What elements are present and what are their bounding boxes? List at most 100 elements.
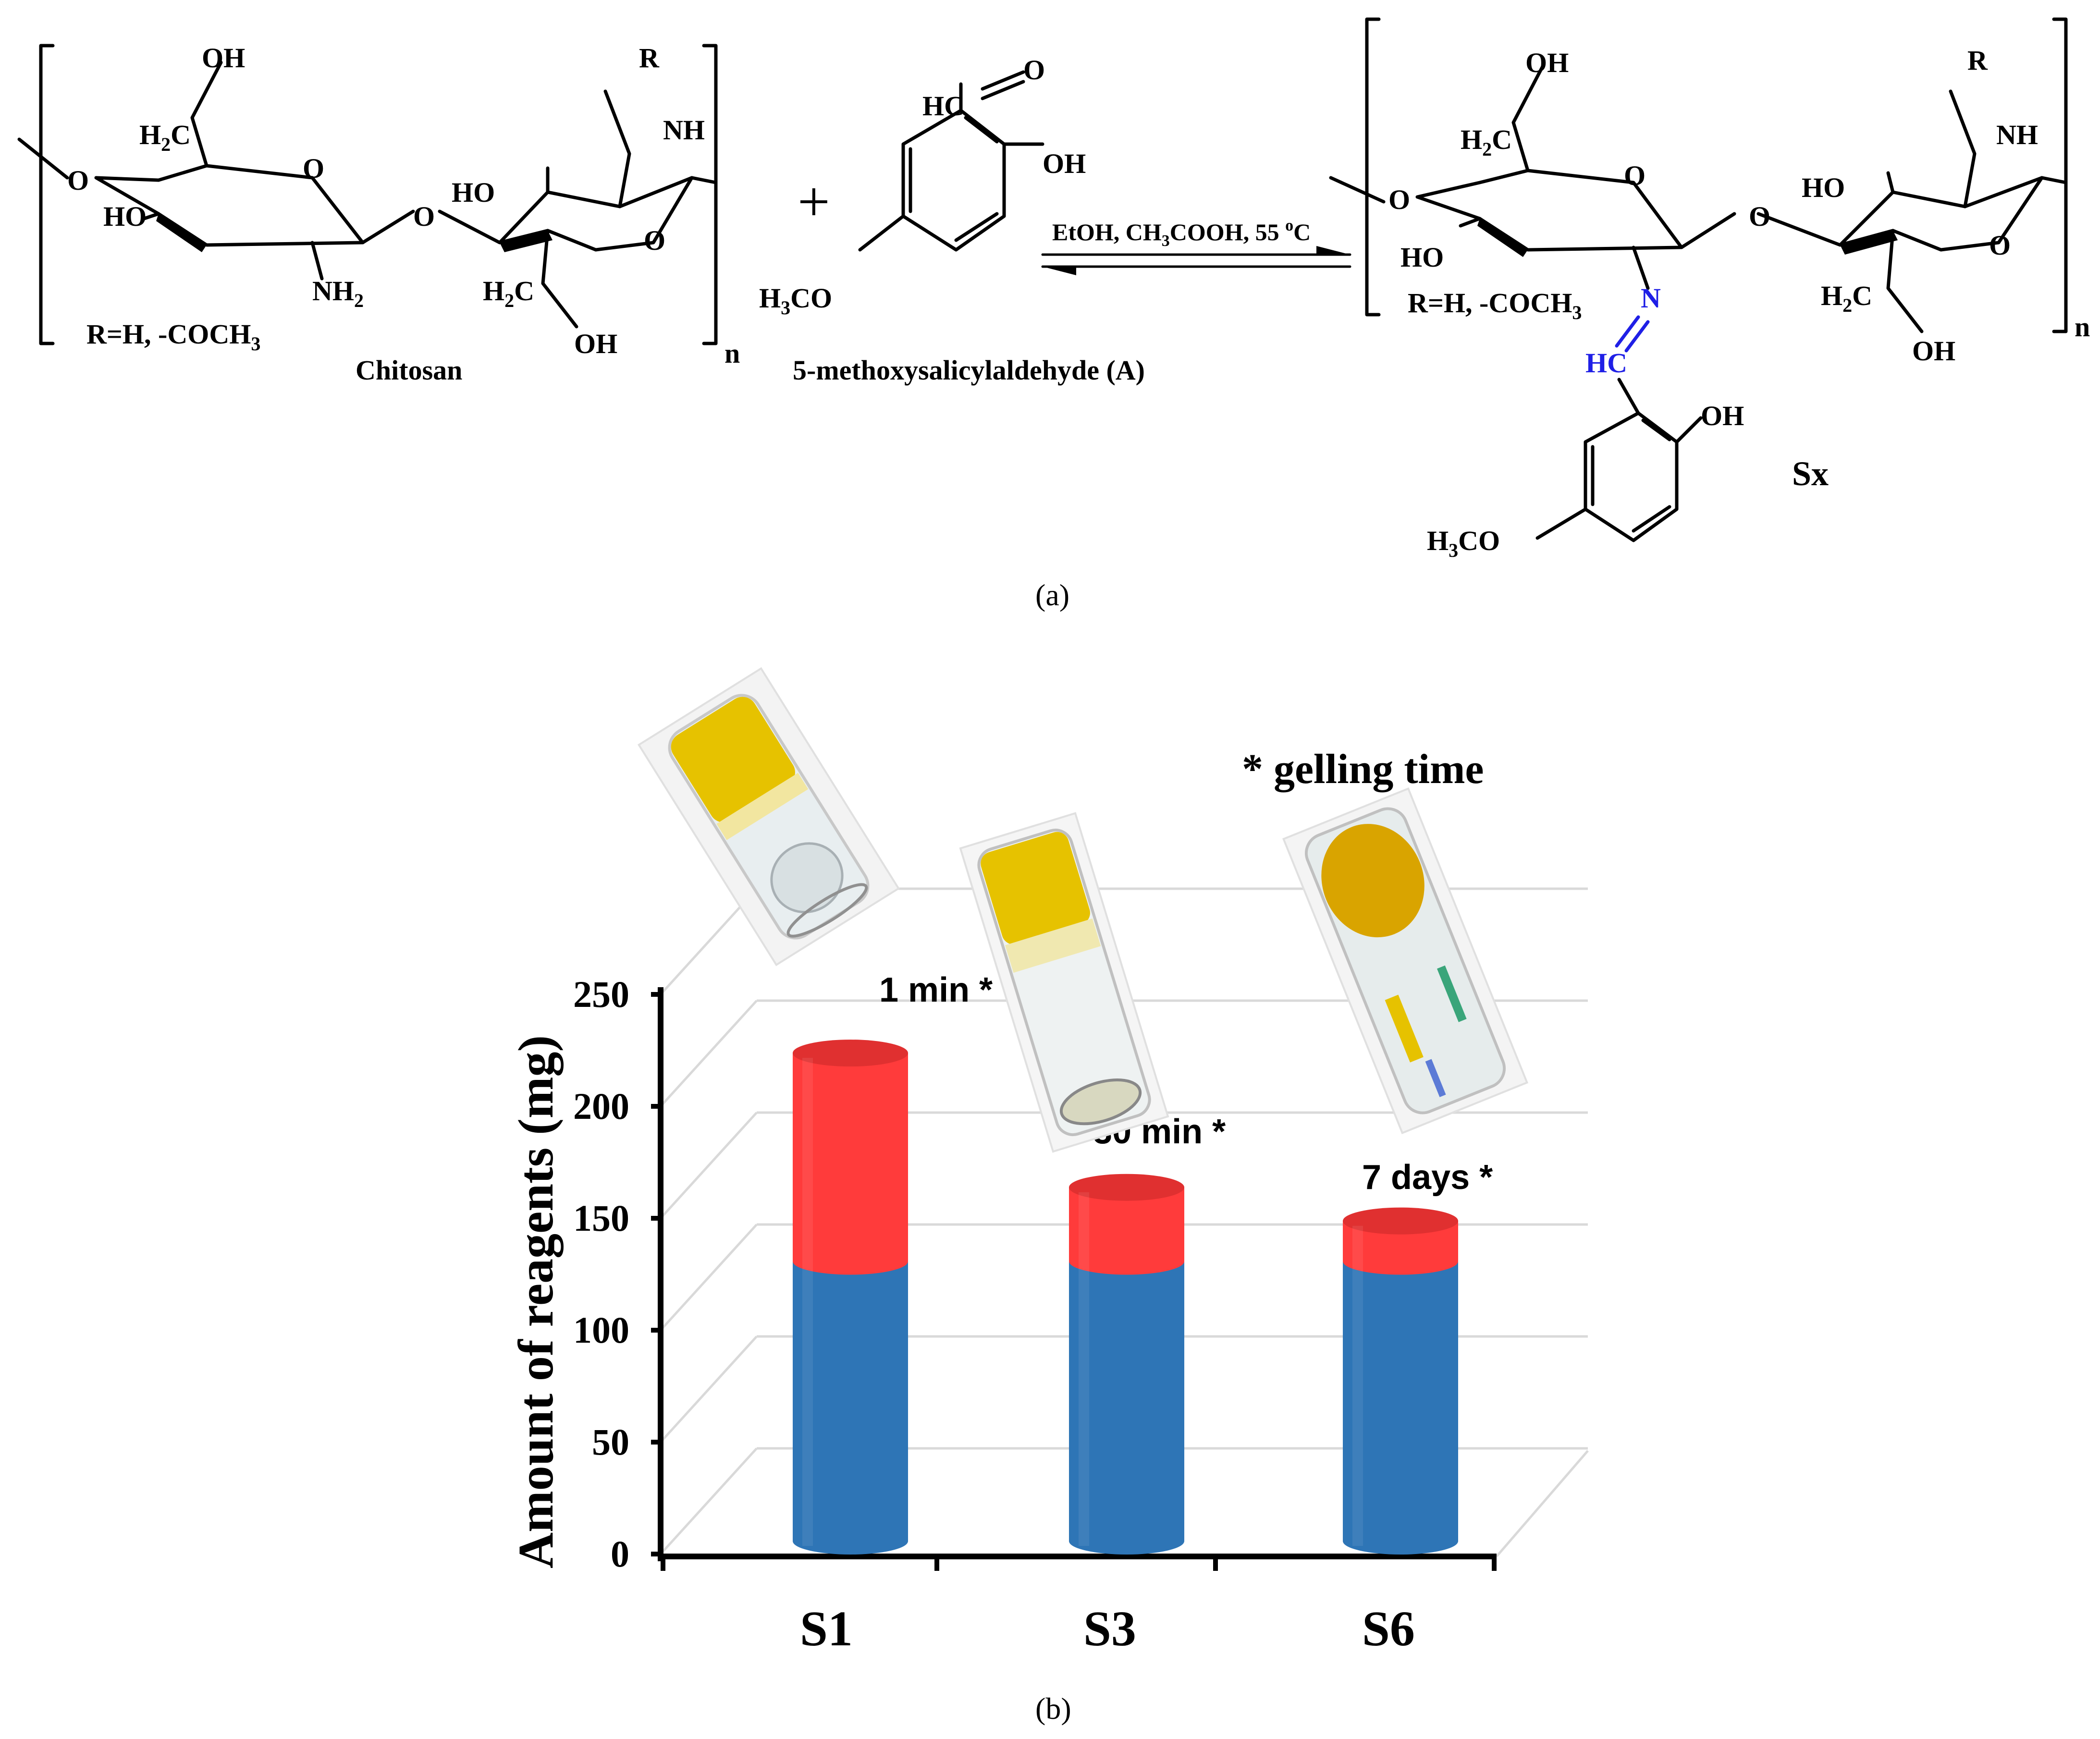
product-h2c: H2C: [1461, 124, 1512, 160]
y-tick-label: 200: [573, 1085, 629, 1127]
o-glycosidic-left: O: [67, 165, 89, 196]
imine-bond: [1615, 315, 1650, 353]
product-name: Sx: [1792, 454, 1829, 493]
oh-label-bottom: OH: [574, 328, 617, 359]
nh2-label: NH2: [312, 275, 364, 311]
caption-b: (b): [1035, 1691, 1071, 1726]
product-right-bracket: [2052, 17, 2068, 333]
bar-top-cap: [1069, 1174, 1184, 1201]
category-label: S6: [1362, 1601, 1415, 1656]
product-oh-bottom: OH: [1912, 335, 1955, 367]
product-ring-1: [1329, 65, 1736, 290]
cylinder-s3: [1069, 1174, 1184, 1555]
vial-photo-s1: [637, 667, 900, 967]
cylinder-s6: [1343, 1207, 1458, 1555]
y-tick-label: 150: [573, 1197, 629, 1239]
product-ho-1: HO: [1400, 242, 1444, 273]
product-h3co: H3CO: [1427, 525, 1500, 561]
bar-segment-blue: [793, 1261, 908, 1555]
y-tick-label: 50: [592, 1421, 629, 1463]
y-axis-label: Amount of reagents (mg): [508, 1035, 564, 1568]
category-labels: S1 S3 S6: [800, 1601, 1415, 1656]
product-h2c-2: H2C: [1821, 280, 1872, 316]
reaction-conditions: EtOH, CH3COOH, 55 oC: [1052, 217, 1311, 250]
gelling-annotation: 7 days *: [1362, 1158, 1493, 1197]
plus-sign: +: [798, 170, 830, 233]
chitosan-ring-1: [17, 61, 415, 281]
product-aromatic-ring: [1535, 378, 1703, 542]
cylinder-s1: [793, 1040, 908, 1555]
h2c-label-2: H2C: [483, 275, 534, 311]
chitosan-n-subscript: n: [725, 338, 740, 369]
bar-highlight: [802, 1058, 813, 1546]
ring-o-label-2: O: [644, 225, 665, 256]
category-label: S1: [800, 1601, 853, 1656]
bar-top-cap: [1343, 1207, 1458, 1235]
bar-top-cap: [793, 1040, 908, 1067]
category-label: S3: [1083, 1601, 1136, 1656]
bar-highlight: [1352, 1225, 1363, 1546]
product-nh: NH: [1996, 119, 2038, 150]
ho-label-1: HO: [103, 201, 147, 232]
reaction-scheme: n O OH H2C O HO NH2 O R=H, -COCH3 Chitos…: [17, 17, 2090, 612]
imine-n: N: [1641, 282, 1661, 314]
bar-segment-red: [793, 1053, 908, 1275]
chitosan-left-bracket: [39, 44, 55, 345]
grid-diagonal: [660, 1447, 758, 1555]
aldehyde-o: O: [1023, 54, 1045, 86]
product-ring-2: [1756, 89, 2068, 333]
caption-a: (a): [1035, 578, 1069, 612]
aldehyde-oh: OH: [1043, 148, 1086, 179]
grid-diagonal: [660, 1335, 758, 1443]
product-ring-o-1: O: [1624, 160, 1646, 191]
bar-segment-red: [1343, 1221, 1458, 1275]
chitosan-ring-2: [438, 89, 718, 329]
product-oh-top: OH: [1525, 47, 1569, 78]
product-ring-o-2: O: [1989, 230, 2011, 261]
product-ho-2: HO: [1802, 172, 1845, 203]
gelling-annotations: 1 min *30 min *7 days *: [879, 971, 1493, 1197]
aldehyde-hc: HC: [922, 90, 964, 122]
product-r-top: R: [1967, 45, 1988, 76]
y-tick-label: 0: [611, 1533, 629, 1575]
imine-hc: HC: [1585, 347, 1627, 379]
grid-floor-edge: [1496, 1450, 1589, 1557]
grid-diagonal: [660, 1112, 758, 1219]
product-r-definition: R=H, -COCH3: [1408, 287, 1582, 323]
product-n-subscript: n: [2075, 311, 2090, 343]
vial-photo-s3: [959, 812, 1169, 1153]
chitosan-name: Chitosan: [356, 355, 462, 386]
y-tick-label: 250: [573, 973, 629, 1015]
bar-segment-red: [1069, 1187, 1184, 1275]
y-axis-ticks: 0 50 100 150 200 250: [573, 973, 1497, 1575]
o-glycosidic-middle: O: [413, 201, 435, 232]
bar-segment-blue: [1069, 1261, 1184, 1555]
oh-label-top: OH: [202, 42, 245, 73]
h2c-label: H2C: [139, 119, 191, 155]
aldehyde-h3co: H3CO: [759, 282, 832, 318]
vial-photo-s6: [1282, 787, 1529, 1135]
ring-o-label-1: O: [303, 153, 324, 184]
equilibrium-arrows: [1041, 246, 1351, 275]
bar-segment-blue: [1343, 1261, 1458, 1555]
product-left-bracket: [1365, 17, 1381, 317]
bars: [793, 1040, 1458, 1555]
product-o-glycosidic: O: [1749, 201, 1770, 232]
product-o-left: O: [1388, 184, 1410, 215]
grid-diagonal: [660, 1224, 758, 1331]
chitosan-r-definition: R=H, -COCH3: [86, 318, 260, 355]
ho-label-2: HO: [452, 177, 495, 208]
gelling-annotation: 1 min *: [879, 971, 993, 1009]
aldehyde-name: 5-methoxysalicylaldehyde (A): [793, 355, 1145, 386]
gelling-time-note: * gelling time: [1242, 746, 1484, 793]
r-label-top: R: [639, 42, 660, 73]
aldehyde-ring: [858, 70, 1044, 252]
bar-highlight: [1079, 1192, 1089, 1546]
y-tick-label: 100: [573, 1309, 629, 1351]
chitosan-right-bracket: [702, 44, 718, 345]
product-phenol-oh: OH: [1701, 400, 1744, 431]
nh-label: NH: [663, 114, 705, 146]
grid-diagonal: [660, 1000, 758, 1107]
